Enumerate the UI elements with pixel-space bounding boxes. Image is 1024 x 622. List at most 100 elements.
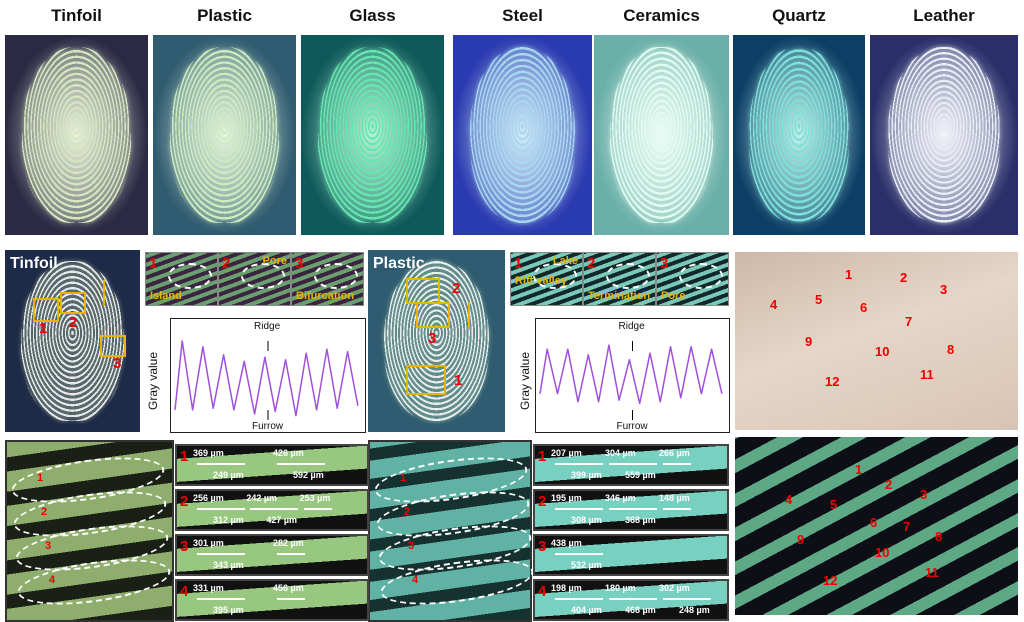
- ellipse-number: 1: [400, 472, 407, 484]
- strip-number: 4: [180, 583, 189, 600]
- measurement-value: 426 µm: [273, 448, 304, 458]
- measurement-strip: 1 369 µm 426 µm 249 µm 592 µm: [175, 444, 369, 486]
- fingerprint-image-0: [5, 35, 148, 235]
- measurement-bar: [609, 463, 637, 465]
- measurement-value: 312 µm: [213, 515, 244, 525]
- roi-marker: 3: [113, 355, 122, 372]
- profile-line: [174, 340, 359, 417]
- measurement-value: 198 µm: [551, 583, 582, 593]
- ellipse-number: 3: [408, 540, 415, 552]
- measurement-strip: 1 207 µm 304 µm 266 µm 399 µm 559 µm: [533, 444, 729, 486]
- feature-inset: 1 Island: [145, 252, 218, 306]
- strip-number: 2: [180, 493, 189, 510]
- measurement-value: 438 µm: [551, 538, 582, 548]
- tinfoil-ridge-image: 1 2 3 4: [5, 440, 174, 622]
- strip-number: 2: [538, 493, 547, 510]
- scale-bar: [468, 302, 470, 328]
- column-title: Glass: [349, 6, 396, 25]
- fingerprint-image-3: [453, 35, 592, 235]
- measurement-bar: [609, 598, 637, 600]
- panel-label: Plastic: [373, 255, 425, 272]
- measurement-bar: [663, 463, 691, 465]
- measurement-value: 331 µm: [193, 583, 224, 593]
- measurement-bar: [197, 508, 225, 510]
- roi-box: [100, 335, 126, 357]
- gray-value-profile: Ridge Furrow: [535, 318, 730, 433]
- fingerprint-image-1: [153, 35, 296, 235]
- measurement-value: 248 µm: [679, 605, 710, 615]
- measurement-strip: 4 198 µm 180 µm 302 µm 404 µm 468 µm 248 µm: [533, 579, 729, 621]
- strip-number: 1: [538, 448, 547, 465]
- measurement-value: 180 µm: [605, 583, 636, 593]
- furrow-label: Furrow: [252, 421, 284, 432]
- feature-ellipse: [168, 263, 212, 289]
- ridge-label: Ridge: [618, 321, 645, 332]
- measurement-bar: [277, 598, 305, 600]
- measurement-strip: 4 331 µm 456 µm 395 µm: [175, 579, 369, 621]
- measurement-bar: [303, 508, 332, 510]
- measurement-bar: [217, 553, 245, 555]
- profile-plot: [174, 340, 359, 420]
- feature-ellipse: [679, 263, 723, 289]
- inset-number: 2: [222, 255, 231, 272]
- fingerprint-ridges: [887, 47, 1001, 223]
- measurement-bar: [217, 463, 245, 465]
- tinfoil-detail-image: Tinfoil 1 2 3: [5, 250, 140, 432]
- fingerprint-image-4: [594, 35, 729, 235]
- feature-number: 6: [870, 515, 878, 530]
- feature-ellipse: [241, 263, 285, 289]
- inset-number: 3: [660, 255, 669, 272]
- measurement-bar: [197, 463, 225, 465]
- ellipse-number: 4: [49, 574, 56, 586]
- feature-inset: 2 Pore: [218, 252, 291, 306]
- plastic-ridge-image: 1 2 3 4: [368, 440, 537, 622]
- fingerprint-ridges: [170, 47, 279, 223]
- roi-marker: 1: [454, 372, 463, 389]
- scale-bar: [103, 280, 105, 306]
- column-title: Ceramics: [623, 6, 700, 25]
- feature-number: 2: [885, 477, 893, 492]
- feature-label: Island: [150, 290, 182, 302]
- leather-skin-photo: 1 2 3 4 5 6 7 8 9 10 11 12: [735, 252, 1018, 430]
- measurement-bar: [575, 598, 603, 600]
- measurement-bar: [663, 508, 691, 510]
- measurement-bar: [197, 598, 225, 600]
- measurement-value: 308 µm: [571, 515, 602, 525]
- strip-number: 3: [180, 538, 189, 555]
- ellipse-number: 2: [41, 506, 48, 518]
- column-title: Tinfoil: [51, 6, 102, 25]
- inset-number: 2: [587, 255, 596, 272]
- furrow-label: Furrow: [616, 421, 648, 432]
- profile-line: [539, 344, 723, 405]
- roi-box: [406, 278, 440, 304]
- feature-inset: 3 Bifurcation: [291, 252, 364, 306]
- measurement-value: 302 µm: [659, 583, 690, 593]
- inset-number: 1: [149, 255, 158, 272]
- measurement-bar: [629, 508, 657, 510]
- feature-ellipse: [533, 263, 577, 289]
- feature-number: 8: [947, 342, 955, 357]
- feature-inset: 3 Pore: [656, 252, 729, 306]
- feature-number: 8: [935, 529, 943, 544]
- roi-box: [33, 298, 59, 322]
- strip-number: 4: [538, 583, 547, 600]
- feature-number: 1: [855, 462, 863, 477]
- measurement-value: 343 µm: [213, 560, 244, 570]
- measurement-strip: 3 438 µm 532 µm: [533, 534, 729, 576]
- gray-value-profile: Ridge Furrow: [170, 318, 366, 433]
- ellipse-number: 2: [404, 506, 411, 518]
- column-title: Steel: [502, 6, 543, 25]
- measurement-bar: [277, 553, 305, 555]
- measurement-value: 256 µm: [193, 493, 224, 503]
- feature-number: 7: [903, 519, 911, 534]
- roi-marker: 3: [428, 330, 437, 347]
- roi-marker: 2: [452, 280, 461, 297]
- panel-label: Tinfoil: [10, 255, 58, 272]
- measurement-value: 301 µm: [193, 538, 224, 548]
- measurement-value: 468 µm: [625, 605, 656, 615]
- measurement-bar: [663, 598, 691, 600]
- measurement-bar: [217, 508, 245, 510]
- roi-marker: 2: [69, 314, 78, 331]
- ridge-label: Ridge: [254, 321, 281, 332]
- column-title: Quartz: [772, 6, 826, 25]
